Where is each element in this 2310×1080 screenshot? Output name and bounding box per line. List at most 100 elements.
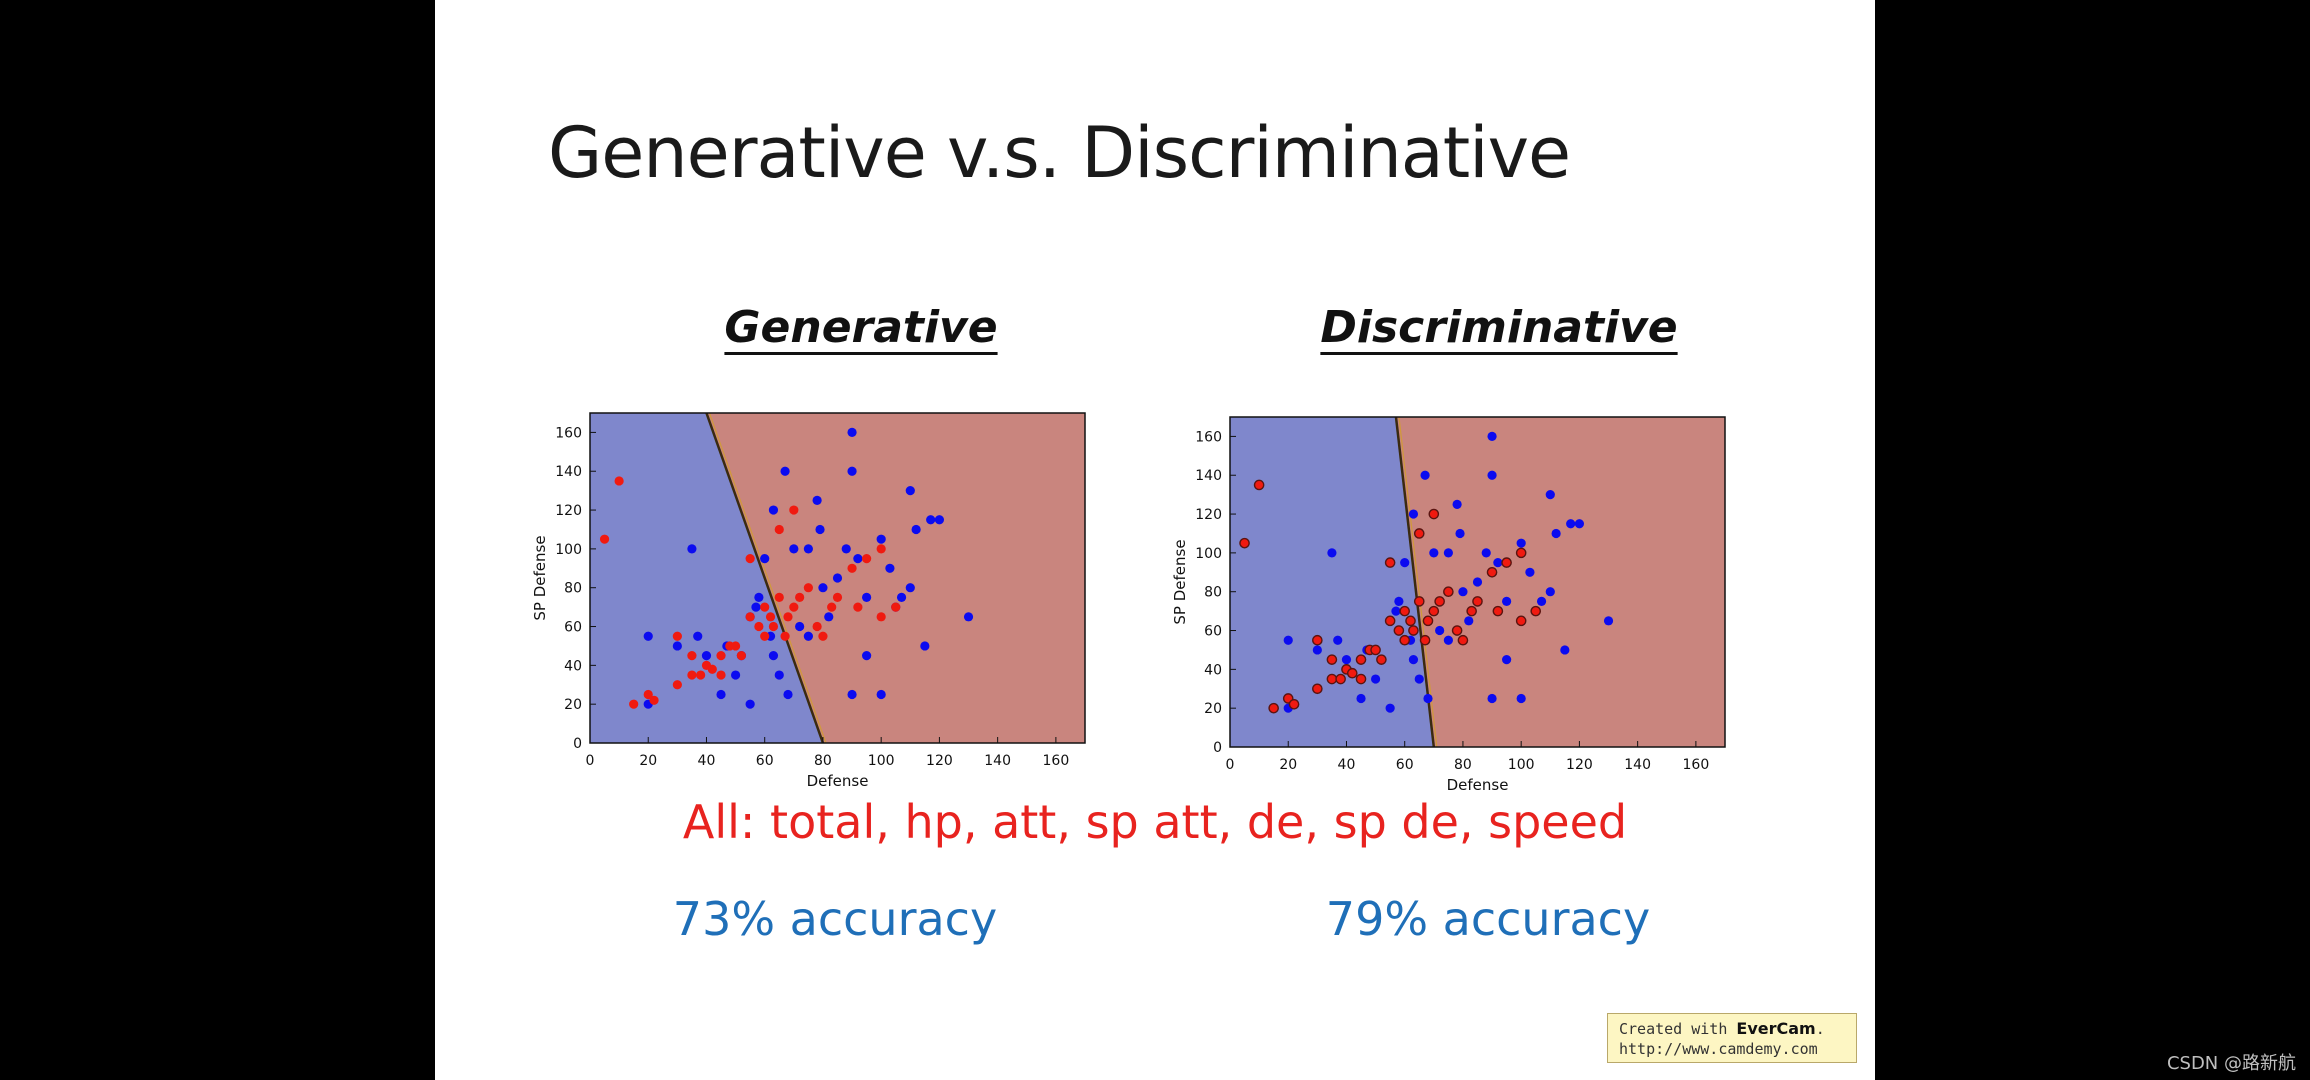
- y-tick-label: 100: [1195, 546, 1222, 562]
- badge-url: http://www.camdemy.com: [1619, 1040, 1818, 1058]
- blue-data-point: [1472, 577, 1483, 587]
- blue-data-point: [1370, 674, 1381, 684]
- blue-data-point: [716, 689, 726, 700]
- blue-data-point: [1435, 625, 1445, 636]
- red-data-point: [876, 612, 886, 622]
- csdn-watermark: CSDN @路新航: [2166, 1053, 2296, 1074]
- blue-data-point: [832, 573, 843, 583]
- blue-data-point: [1385, 703, 1395, 713]
- x-tick-label: 0: [1226, 757, 1235, 773]
- red-data-point: [774, 524, 784, 535]
- decision-boundary: [1394, 416, 1436, 748]
- red-data-point: [1515, 547, 1527, 559]
- y-tick-label: 40: [564, 658, 582, 674]
- blue-data-point: [876, 689, 886, 700]
- red-data-point: [1530, 605, 1542, 617]
- blue-data-point: [1327, 548, 1337, 558]
- red-data-point: [1422, 615, 1434, 627]
- decision-boundary: [705, 412, 825, 744]
- red-data-point: [789, 602, 799, 612]
- red-data-point: [1408, 625, 1419, 636]
- red-data-point: [1457, 634, 1469, 646]
- red-data-point: [1288, 698, 1300, 710]
- red-data-point: [629, 699, 639, 709]
- blue-data-point: [1443, 635, 1453, 645]
- red-data-point: [827, 602, 837, 612]
- red-data-point: [1393, 625, 1405, 636]
- red-data-point: [672, 680, 682, 690]
- red-data-point: [1451, 625, 1463, 636]
- blue-data-point: [911, 524, 921, 535]
- red-data-point: [1326, 654, 1338, 665]
- blue-data-point: [1525, 567, 1535, 577]
- blue-data-point: [812, 495, 822, 505]
- y-axis-label: SP Defense: [531, 535, 549, 620]
- blue-data-point: [815, 524, 825, 535]
- blue-data-point: [780, 466, 790, 476]
- red-data-point: [1384, 615, 1396, 627]
- red-data-point: [847, 563, 857, 573]
- x-tick-label: 80: [1454, 757, 1472, 773]
- y-tick-label: 80: [564, 581, 582, 597]
- x-tick-label: 20: [1279, 757, 1297, 773]
- red-data-point: [832, 592, 843, 603]
- red-data-point: [803, 583, 813, 593]
- y-tick-label: 120: [1195, 507, 1222, 523]
- blue-data-point: [1574, 519, 1585, 529]
- red-data-point: [760, 631, 770, 641]
- red-data-point: [1428, 605, 1440, 617]
- red-data-point: [736, 651, 747, 661]
- blue-data-point: [1333, 635, 1343, 645]
- red-data-point: [1399, 605, 1411, 617]
- blue-data-point: [841, 544, 851, 554]
- red-data-point: [774, 592, 784, 603]
- blue-data-point: [1545, 587, 1555, 597]
- red-class-region: [706, 413, 1085, 743]
- blue-data-point: [1464, 616, 1474, 626]
- red-data-point: [672, 631, 682, 641]
- blue-data-point: [745, 699, 755, 709]
- evercam-badge[interactable]: Created with EverCam. http://www.camdemy…: [1607, 1013, 1857, 1063]
- red-data-point: [1312, 634, 1323, 646]
- x-axis-label: Defense: [1447, 776, 1509, 794]
- y-tick-label: 0: [573, 736, 582, 752]
- red-data-point: [768, 621, 779, 632]
- x-tick-label: 160: [1043, 753, 1070, 769]
- decision-boundary-edge: [1398, 416, 1438, 748]
- red-data-point: [716, 670, 726, 680]
- discriminative-accuracy: 79% accuracy: [1325, 892, 1651, 946]
- blue-data-point: [754, 592, 764, 603]
- red-data-point: [599, 534, 610, 544]
- red-data-point: [795, 592, 805, 603]
- x-tick-label: 100: [868, 753, 895, 769]
- y-tick-label: 160: [555, 425, 582, 441]
- blue-data-point: [1502, 655, 1512, 665]
- blue-data-point: [1458, 587, 1468, 597]
- red-data-point: [1355, 673, 1367, 685]
- blue-data-point: [905, 583, 915, 593]
- red-data-point: [1419, 634, 1431, 646]
- blue-data-point: [687, 544, 697, 554]
- x-tick-label: 140: [1624, 757, 1651, 773]
- x-tick-label: 120: [926, 753, 953, 769]
- red-data-point: [1355, 654, 1367, 665]
- y-tick-label: 80: [1204, 585, 1222, 601]
- blue-data-point: [1341, 655, 1352, 665]
- red-class-region: [1395, 417, 1725, 747]
- blue-data-point: [885, 563, 895, 573]
- blue-data-point: [1560, 645, 1570, 655]
- red-data-point: [1268, 702, 1279, 714]
- y-axis-label: SP Defense: [1171, 539, 1189, 624]
- blue-data-point: [1516, 538, 1526, 548]
- red-data-point: [789, 505, 799, 515]
- blue-data-point: [1429, 548, 1439, 558]
- blue-data-point: [783, 689, 793, 700]
- y-tick-label: 140: [555, 464, 582, 480]
- discriminative-scatter-chart: 0 20 40 60 80 100 120 140 160 0 20 40 60 80 100 120 140 1…: [1171, 416, 1726, 794]
- y-tick-label: 100: [555, 542, 582, 558]
- red-data-point: [707, 664, 717, 674]
- blue-data-point: [768, 651, 779, 661]
- blue-data-point: [1455, 528, 1465, 539]
- red-data-point: [853, 602, 863, 612]
- red-data-point: [614, 476, 624, 486]
